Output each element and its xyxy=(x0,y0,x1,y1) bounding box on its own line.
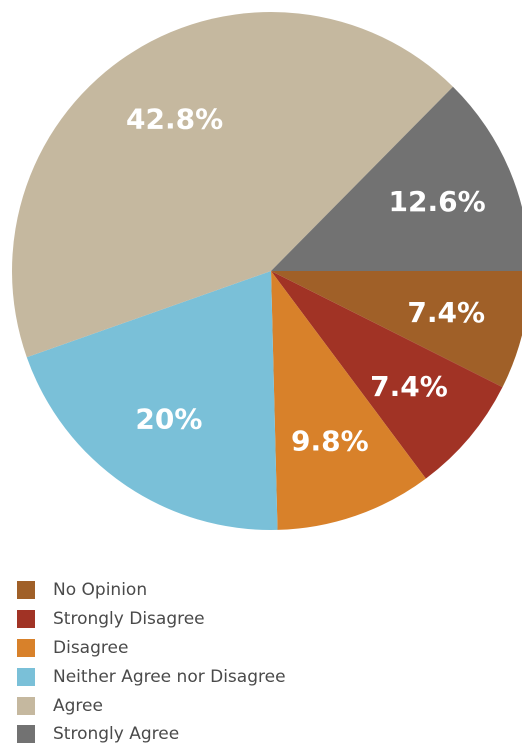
legend-label: Strongly Agree xyxy=(53,724,180,745)
legend-item-agree: Agree xyxy=(17,691,497,720)
pie-slice-strongly-disagree xyxy=(271,271,503,479)
legend-swatch xyxy=(17,581,35,600)
legend-item-strongly-agree: Strongly Agree xyxy=(17,720,497,749)
legend-label: Strongly Disagree xyxy=(53,609,205,630)
pie-slice-no-opinion xyxy=(271,271,522,388)
slice-label: 12.6% xyxy=(389,185,486,218)
legend-swatch xyxy=(17,696,35,715)
legend-label: Neither Agree nor Disagree xyxy=(53,666,286,687)
slice-label: 9.8% xyxy=(291,425,369,458)
legend-item-no-opinion: No Opinion xyxy=(17,576,497,605)
legend-label: Disagree xyxy=(53,637,129,658)
pie-slice-neither-agree-nor-disagree xyxy=(26,271,278,531)
slice-label: 42.8% xyxy=(126,103,223,136)
legend-item-neither: Neither Agree nor Disagree xyxy=(17,662,497,691)
legend-item-strongly-disagree: Strongly Disagree xyxy=(17,605,497,634)
legend-item-disagree: Disagree xyxy=(17,634,497,663)
pie-slice-strongly-agree xyxy=(271,86,522,271)
slice-label: 20% xyxy=(135,403,202,436)
pie-chart: 7.4%7.4%9.8%20%42.8%12.6% xyxy=(12,11,522,531)
legend-swatch xyxy=(17,725,35,744)
pie-slice-agree xyxy=(12,11,453,358)
legend-swatch xyxy=(17,667,35,686)
legend-swatch xyxy=(17,638,35,657)
legend-label: Agree xyxy=(53,695,103,716)
pie-slice-disagree xyxy=(271,271,426,530)
slice-label: 7.4% xyxy=(407,296,485,329)
legend-label: No Opinion xyxy=(53,580,148,601)
slice-label: 7.4% xyxy=(370,370,448,403)
legend: No Opinion Strongly Disagree Disagree Ne… xyxy=(17,576,497,749)
legend-swatch xyxy=(17,610,35,629)
